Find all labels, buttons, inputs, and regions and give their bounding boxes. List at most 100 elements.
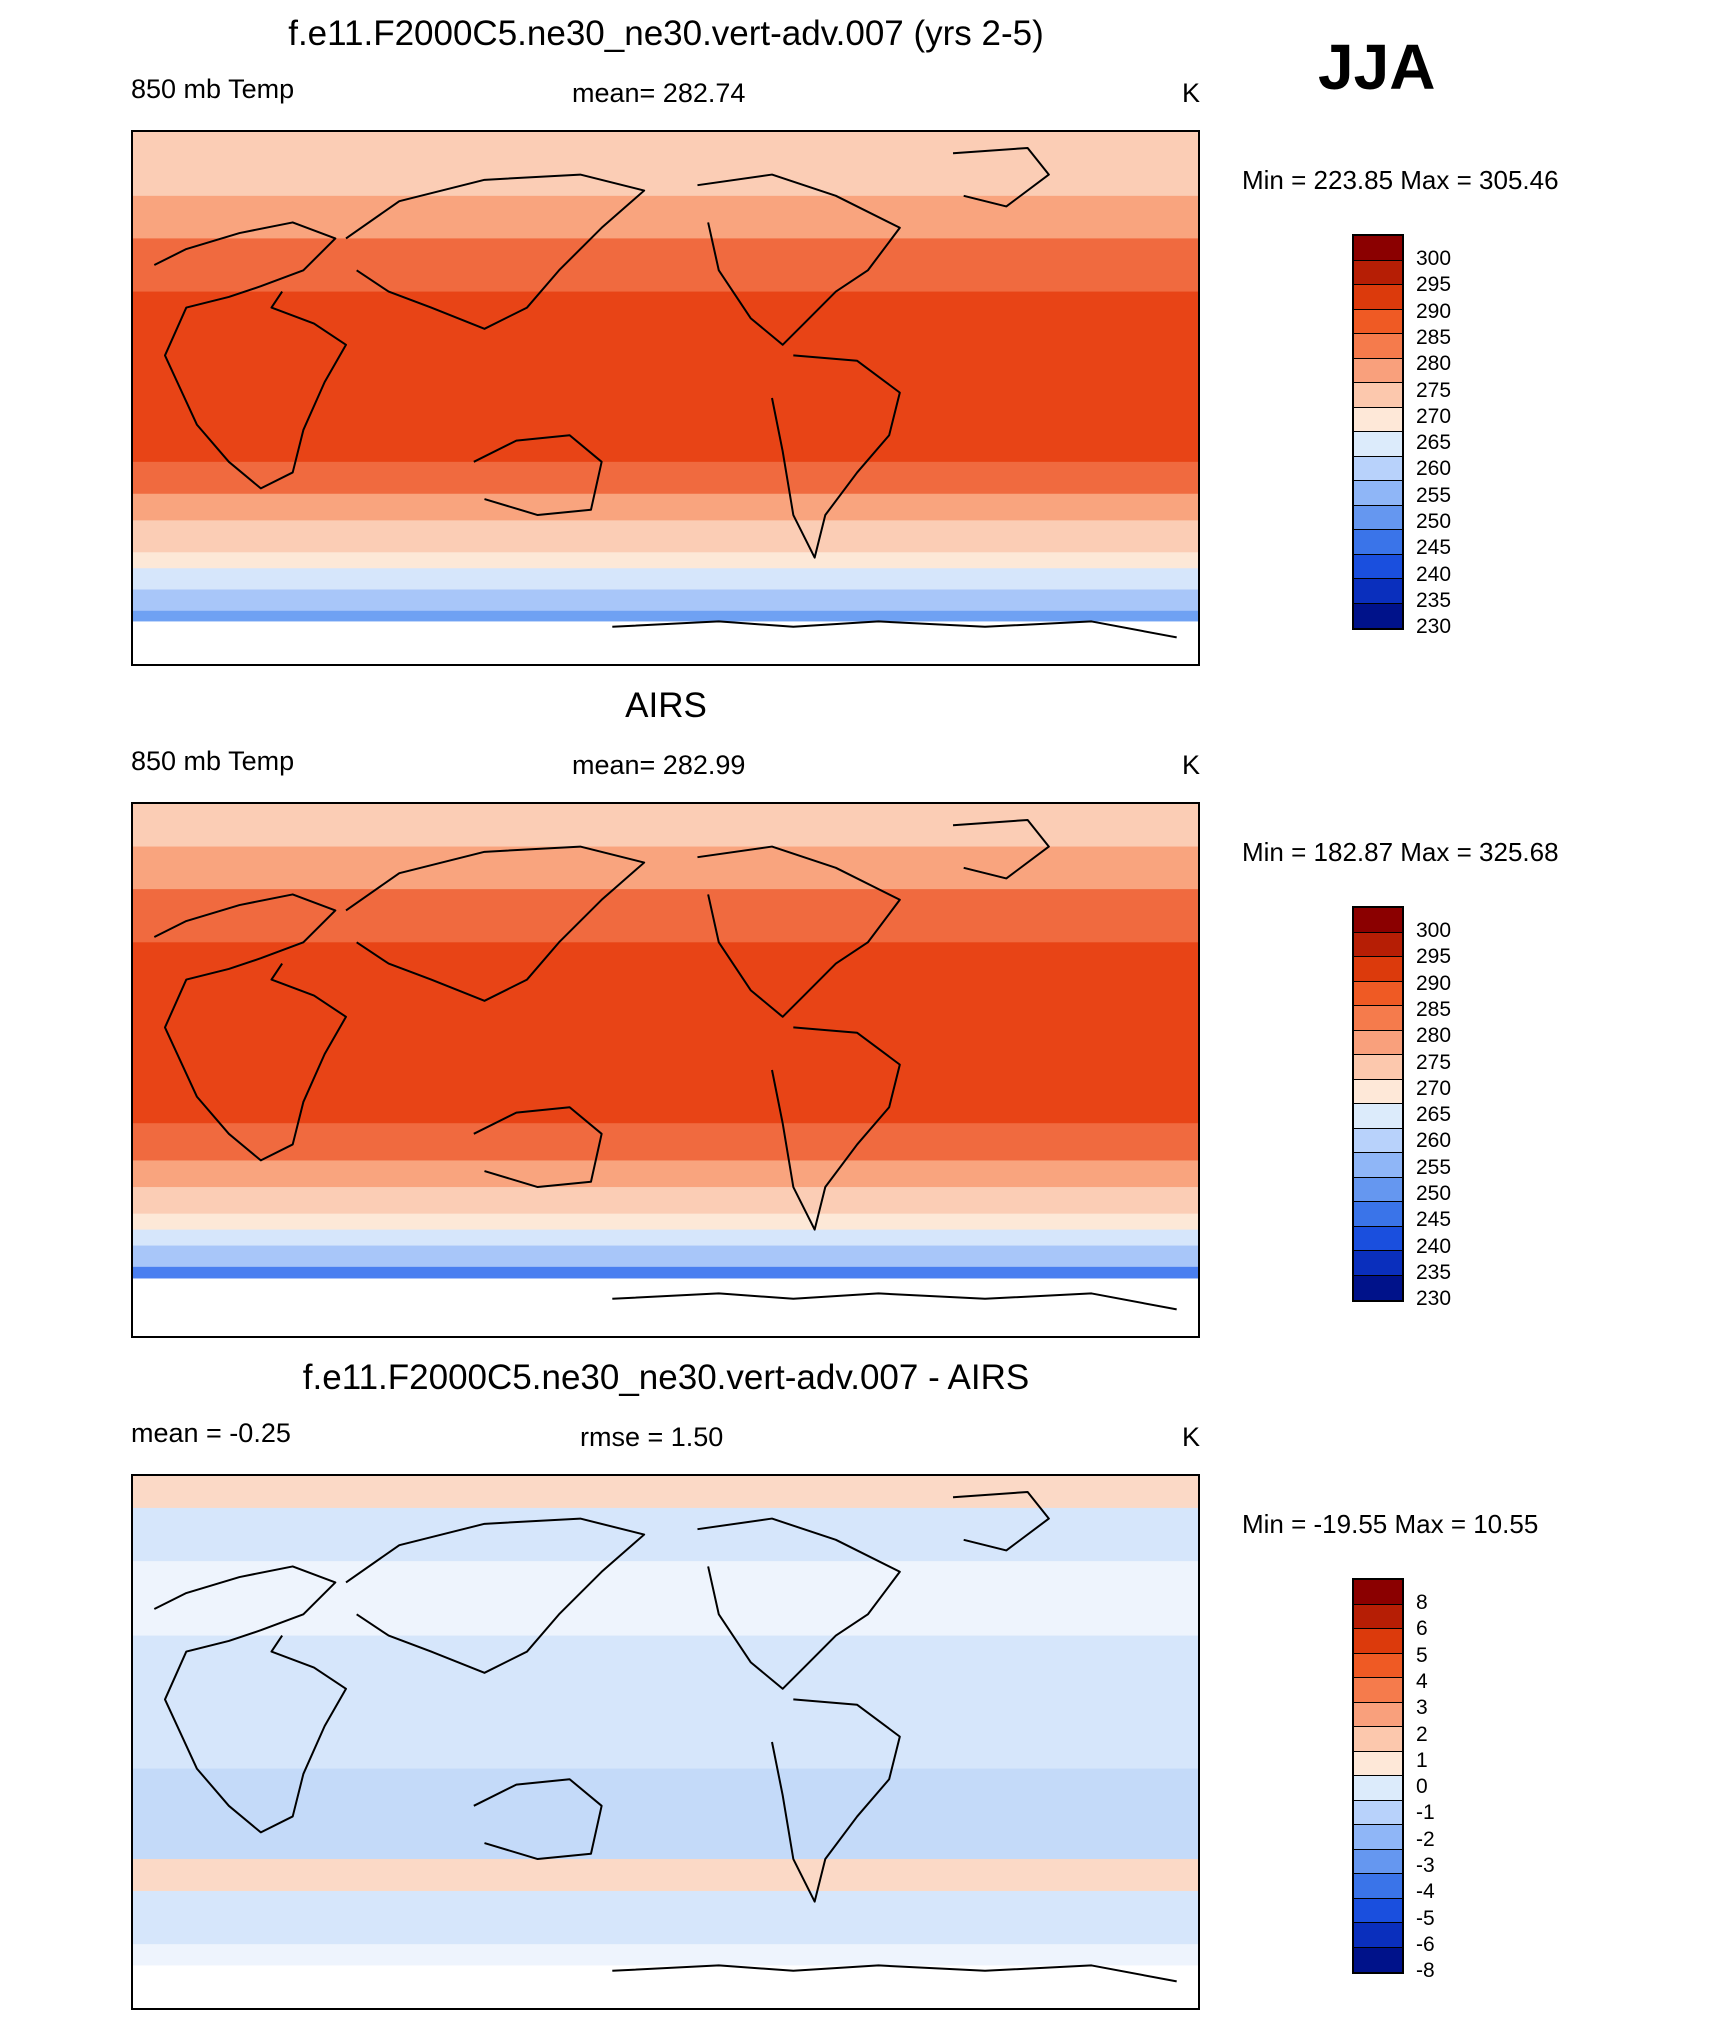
colorbar-tick-label: 240 <box>1416 562 1452 586</box>
colorbar-tick-label: 3 <box>1416 1696 1428 1720</box>
colorbar-swatch <box>1354 908 1402 933</box>
colorbar-swatch <box>1354 1874 1402 1899</box>
colorbar-tick-label: 230 <box>1416 1287 1452 1311</box>
temperature-map <box>131 802 1200 1338</box>
coastline <box>345 845 646 1002</box>
antarctica-mask <box>133 1965 1198 2008</box>
colorbar-tick-label: -3 <box>1416 1854 1435 1877</box>
colorbar-tick-label: 8 <box>1416 1591 1428 1614</box>
temperature-map <box>131 1474 1200 2010</box>
temperature-band <box>133 942 1198 1125</box>
temperature-band <box>133 520 1198 554</box>
colorbar-tick-label: 295 <box>1416 945 1452 969</box>
colorbar-swatch <box>1354 554 1402 579</box>
colorbar-tick-label: 290 <box>1416 299 1452 323</box>
coastline <box>612 620 1177 639</box>
temperature-band <box>133 804 1198 848</box>
temperature-band <box>133 1187 1198 1215</box>
colorbar-swatch <box>1354 236 1402 261</box>
colorbar-swatch <box>1354 432 1402 457</box>
temperature-band <box>133 846 1198 891</box>
colorbar-tick-label: 255 <box>1416 483 1452 507</box>
colorbar-tick-label: 290 <box>1416 971 1452 995</box>
temperature-band <box>133 238 1198 293</box>
colorbar-swatch <box>1354 530 1402 555</box>
colorbar-swatch <box>1354 579 1402 604</box>
colorbar-swatch <box>1354 1030 1402 1055</box>
panel-units-label: K <box>1182 750 1201 780</box>
colorbar-tick-label: 6 <box>1416 1617 1428 1641</box>
temperature-band <box>133 889 1198 944</box>
panel-title: f.e11.F2000C5.ne30_ne30.vert-adv.007 - A… <box>302 1358 1030 1397</box>
colorbar-tick-label: 285 <box>1416 997 1452 1021</box>
temperature-band <box>133 589 1198 612</box>
colorbar-tick-label: 300 <box>1416 919 1452 942</box>
colorbar-tick-label: -1 <box>1416 1801 1435 1825</box>
colorbar-tick-label: 250 <box>1416 1182 1452 1205</box>
coastline <box>952 818 1050 880</box>
colorbar-tick-label: -2 <box>1416 1827 1435 1851</box>
colorbar-swatch <box>1354 358 1402 383</box>
temperature-band <box>133 1213 1198 1231</box>
colorbar-tick-label: 280 <box>1416 352 1452 376</box>
colorbar-swatch <box>1354 334 1402 359</box>
temperature-band <box>133 195 1198 240</box>
panel-left-label: mean = -0.25 <box>131 1418 291 1448</box>
antarctica-mask <box>133 621 1198 664</box>
temperature-band <box>133 1944 1198 1967</box>
colorbar-swatch <box>1354 1923 1402 1948</box>
map-field <box>133 132 1198 664</box>
temperature-band <box>133 1768 1198 1861</box>
colorbar-tick-label: 300 <box>1416 247 1452 270</box>
panel-minmax: Min = 223.85 Max = 305.46 <box>1242 165 1559 195</box>
coastline <box>952 146 1050 208</box>
panel-center-label: mean= 282.74 <box>572 78 746 108</box>
colorbar-swatch <box>1354 1629 1402 1654</box>
antarctica-mask <box>133 1293 1198 1336</box>
colorbar-tick-label: 4 <box>1416 1669 1428 1693</box>
coastline <box>771 354 901 559</box>
panel-minmax: Min = 182.87 Max = 325.68 <box>1242 837 1559 867</box>
temperature-band <box>133 552 1198 570</box>
colorbar-swatch <box>1354 481 1402 506</box>
coastline <box>612 1292 1177 1311</box>
panel-units-label: K <box>1182 78 1201 108</box>
coastline <box>771 1698 901 1903</box>
panel-center-label: rmse = 1.50 <box>580 1422 724 1452</box>
temperature-band <box>133 1123 1198 1162</box>
colorbar-swatch <box>1354 1202 1402 1227</box>
coastline <box>697 1517 901 1690</box>
panel-units-label: K <box>1182 1422 1201 1452</box>
coastline <box>771 1026 901 1231</box>
panel-center-label: mean= 282.99 <box>572 750 746 780</box>
panel-left-label: 850 mb Temp <box>131 74 295 104</box>
colorbar-swatch <box>1354 309 1402 334</box>
colorbar-tick-label: 245 <box>1416 536 1452 560</box>
coastline <box>153 893 347 1162</box>
coastline <box>952 1490 1050 1552</box>
colorbar-tick-label: 5 <box>1416 1643 1428 1667</box>
coastline <box>612 1964 1177 1983</box>
temperature-band <box>133 1266 1198 1279</box>
colorbar-tick-label: 260 <box>1416 457 1452 481</box>
colorbar-tick-label: -5 <box>1416 1906 1435 1930</box>
temperature-map <box>131 130 1200 666</box>
coastline <box>697 173 901 346</box>
colorbar-tick-label: 275 <box>1416 1050 1452 1074</box>
colorbar-swatch <box>1354 1849 1402 1874</box>
colorbar-swatch <box>1354 1055 1402 1080</box>
panel-minmax: Min = -19.55 Max = 10.55 <box>1242 1509 1539 1539</box>
panel-left-label: 850 mb Temp <box>131 746 295 776</box>
colorbar-tick-label: 250 <box>1416 510 1452 533</box>
season-label: JJA <box>1318 31 1436 103</box>
colorbar-tick-label: 295 <box>1416 273 1452 297</box>
colorbar-swatch <box>1354 603 1402 628</box>
colorbar-swatch <box>1354 1653 1402 1678</box>
map-field <box>133 1476 1198 2008</box>
coastline <box>153 1565 347 1834</box>
temperature-band <box>133 1507 1198 1563</box>
colorbar-swatch <box>1354 1800 1402 1825</box>
temperature-band <box>133 1245 1198 1268</box>
colorbar-swatch <box>1354 505 1402 530</box>
temperature-band <box>133 1561 1198 1637</box>
